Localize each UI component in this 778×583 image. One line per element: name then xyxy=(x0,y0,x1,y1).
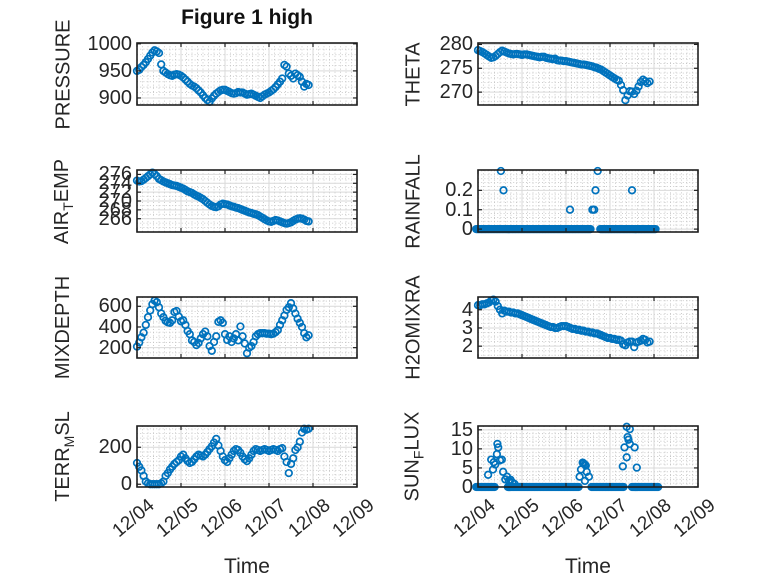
theta-series-markers xyxy=(473,46,654,105)
tick-marks-sun-flux xyxy=(477,426,699,488)
subplot-sun-flux xyxy=(472,422,699,492)
axes-frame-sun-flux xyxy=(477,425,699,488)
major-grid-mixdepth xyxy=(137,297,357,358)
minor-grid-rainfall xyxy=(478,170,698,232)
y-tick-label-mixdepth-200: 200 xyxy=(98,336,132,359)
tick-marks-h2omixra xyxy=(477,297,699,358)
axes-frame-pressure xyxy=(136,42,358,106)
y-tick-label-pressure-950: 950 xyxy=(98,59,132,82)
tick-marks-theta xyxy=(477,43,699,105)
y-tick-label-rainfall-0.1: 0.1 xyxy=(445,198,473,221)
y-tick-label-air-temp-268: 268 xyxy=(98,198,132,221)
y-tick-label-sun-flux-0: 0 xyxy=(461,476,473,498)
air-temp-series-markers xyxy=(132,168,313,228)
major-grid-theta xyxy=(478,43,698,105)
y-tick-label-pressure-1000: 1000 xyxy=(87,32,133,55)
subplot-pressure xyxy=(132,42,358,106)
y-tick-label-air-temp-276: 276 xyxy=(98,163,132,186)
y-tick-label-air-temp-270: 270 xyxy=(98,190,132,212)
y-tick-label-theta-275: 275 xyxy=(439,57,473,80)
axes-frame-theta xyxy=(477,42,699,106)
mixdepth-series-markers xyxy=(132,296,313,358)
subplot-mixdepth xyxy=(132,296,358,359)
y-tick-label-mixdepth-400: 400 xyxy=(98,315,132,338)
subplot-air-temp xyxy=(132,168,358,233)
subplot-rainfall xyxy=(472,166,699,234)
plot-area-rainfall xyxy=(478,170,698,232)
y-tick-label-air-temp-274: 274 xyxy=(98,172,132,195)
y-tick-label-h2omixra-4: 4 xyxy=(461,298,473,321)
y-tick-label-sun-flux-5: 5 xyxy=(461,456,473,479)
tick-marks-mixdepth xyxy=(136,297,358,358)
y-tick-label-terr-msl-200: 200 xyxy=(98,436,132,459)
y-tick-label-air-temp-266: 266 xyxy=(98,207,132,230)
tick-marks-rainfall xyxy=(477,170,699,232)
subplot-terr-msl xyxy=(132,424,358,489)
y-tick-label-rainfall-0.2: 0.2 xyxy=(445,179,473,202)
tick-marks-terr-msl xyxy=(136,426,358,487)
subplot-h2omixra xyxy=(473,295,699,359)
y-tick-label-theta-270: 270 xyxy=(439,81,473,104)
tick-marks-pressure xyxy=(136,43,358,105)
x-axis-label-left: Time xyxy=(224,555,270,578)
axes-frame-rainfall xyxy=(477,169,699,233)
y-tick-label-h2omixra-3: 3 xyxy=(461,316,473,339)
minor-grid-terr-msl xyxy=(137,426,357,487)
y-tick-label-theta-280: 280 xyxy=(439,33,473,56)
y-tick-label-terr-msl-0: 0 xyxy=(120,473,132,496)
subplot-theta xyxy=(473,42,699,106)
y-tick-label-h2omixra-2: 2 xyxy=(461,335,473,358)
major-grid-air-temp xyxy=(137,170,357,232)
axes-frame-terr-msl xyxy=(136,425,358,488)
x-axis-label-right: Time xyxy=(565,555,611,578)
pressure-series-markers xyxy=(132,46,313,106)
y-tick-label-sun-flux-15: 15 xyxy=(450,418,473,441)
tick-marks-air-temp xyxy=(136,170,358,232)
y-tick-label-air-temp-272: 272 xyxy=(98,181,132,204)
minor-grid-mixdepth xyxy=(137,297,357,359)
y-tick-label-sun-flux-10: 10 xyxy=(450,437,473,460)
minor-grid-sun-flux xyxy=(478,425,698,487)
y-tick-label-mixdepth-600: 600 xyxy=(98,295,132,318)
figure-title: Figure 1 high xyxy=(181,6,313,29)
y-tick-label-rainfall-0: 0 xyxy=(461,218,473,241)
y-tick-label-pressure-900: 900 xyxy=(98,86,132,109)
